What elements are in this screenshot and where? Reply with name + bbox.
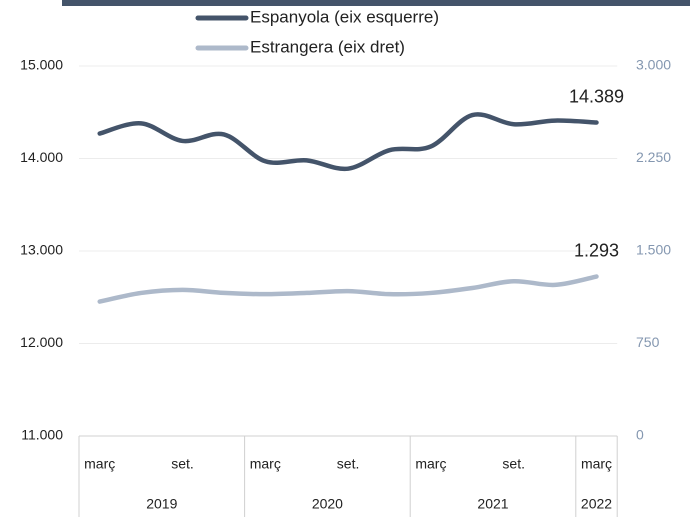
header-bar xyxy=(62,0,690,6)
y-tick-label: 11.000 xyxy=(21,427,63,443)
legend-label: Estrangera (eix dret) xyxy=(250,37,405,56)
y2-tick-label: 3.000 xyxy=(636,57,671,73)
x-tick-label: set. xyxy=(171,456,194,472)
y2-tick-label: 2.250 xyxy=(636,149,671,165)
y-tick-label: 15.000 xyxy=(20,57,63,73)
data-label: 14.389 xyxy=(569,86,624,106)
y-tick-label: 13.000 xyxy=(20,242,63,258)
series-line xyxy=(97,274,599,304)
y2-tick-label: 750 xyxy=(636,334,660,350)
x-tick-label: set. xyxy=(502,456,525,472)
x-group-label: 2020 xyxy=(312,496,343,512)
x-group-label: 2022 xyxy=(581,496,612,512)
x-tick-label: set. xyxy=(337,456,360,472)
legend-label: Espanyola (eix esquerre) xyxy=(250,7,439,26)
x-group-label: 2019 xyxy=(146,496,177,512)
x-tick-label: març xyxy=(250,456,281,472)
y2-tick-label: 0 xyxy=(636,427,644,443)
x-tick-label: març xyxy=(581,456,612,472)
y-tick-label: 14.000 xyxy=(20,149,63,165)
x-tick-label: març xyxy=(415,456,446,472)
y-tick-label: 12.000 xyxy=(20,334,63,350)
x-tick-label: març xyxy=(84,456,115,472)
x-group-label: 2021 xyxy=(477,496,508,512)
data-label: 1.293 xyxy=(574,240,619,260)
series-line xyxy=(97,112,599,172)
y2-tick-label: 1.500 xyxy=(636,242,671,258)
